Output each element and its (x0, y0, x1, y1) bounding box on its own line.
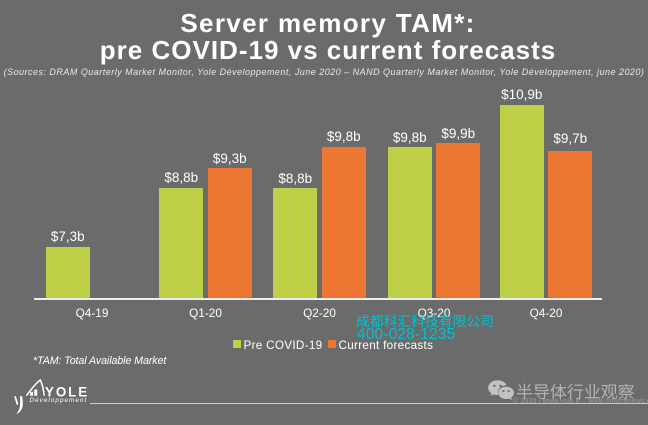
svg-text:Développement: Développement (30, 397, 88, 404)
svg-text:YOLE: YOLE (45, 385, 89, 400)
